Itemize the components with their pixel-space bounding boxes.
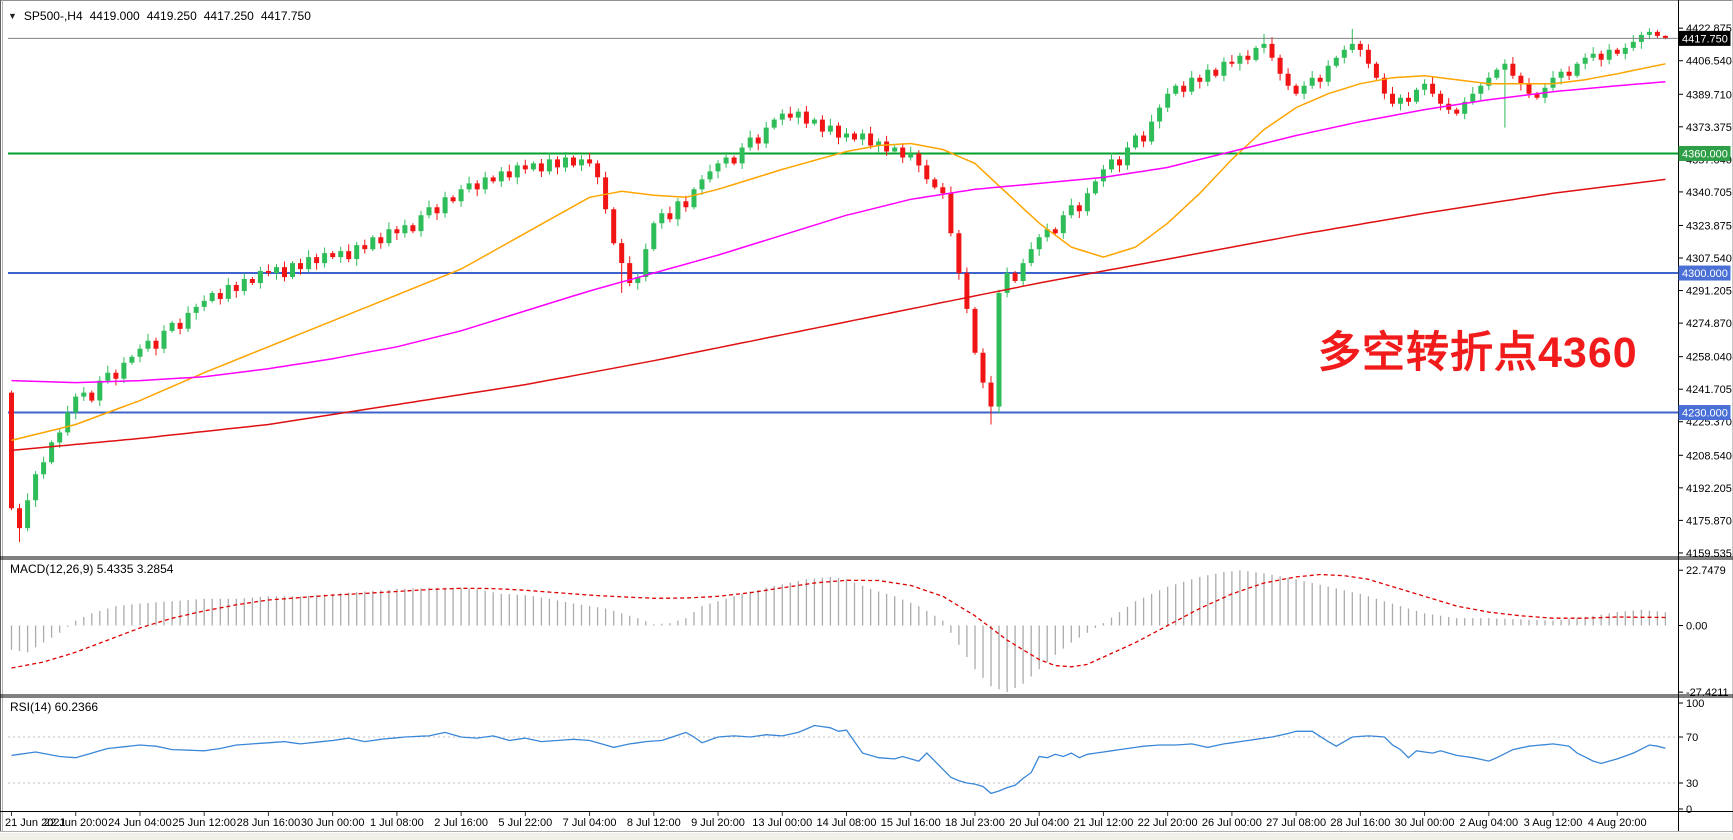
chart-annotation-text: 多空转折点4360 (1318, 329, 1638, 377)
price-axis-label: 4373.375 (1686, 122, 1732, 134)
ohlc-low: 4417.250 (203, 9, 254, 23)
price-axis-label: 4307.540 (1686, 253, 1732, 265)
price-axis-label: 4208.540 (1686, 450, 1732, 462)
time-axis-label: 3 Aug 12:00 (1524, 817, 1583, 829)
macd-histogram (10, 570, 1667, 693)
level-4300-badge (1678, 265, 1731, 281)
price-axis-label: 4323.875 (1686, 220, 1732, 232)
down-candle-wicks (11, 29, 1666, 543)
price-axis-label: 4274.870 (1686, 318, 1732, 330)
time-axis-label: 4 Aug 20:00 (1588, 817, 1647, 829)
time-axis-label: 21 Jul 12:00 (1073, 817, 1133, 829)
price-axis-label: 4340.705 (1686, 187, 1732, 199)
rsi-axis-label: 70 (1686, 732, 1698, 744)
rsi-axis-label: 30 (1686, 778, 1698, 790)
current-price-badge-label: 4417.750 (1682, 33, 1728, 45)
time-axis-label: 5 Jul 22:00 (498, 817, 552, 829)
symbol-period-label: SP500-,H4 (23, 9, 83, 23)
current-price-badge (1678, 30, 1731, 46)
price-axis-label: 4291.205 (1686, 286, 1732, 298)
time-axis-label: 27 Jul 08:00 (1266, 817, 1326, 829)
price-axis-label: 4389.710 (1686, 89, 1732, 101)
price-axis-label: 4175.870 (1686, 515, 1732, 527)
ma-slow-red (11, 178, 1666, 452)
window-bottom-strip (0, 833, 1733, 840)
rsi-line (11, 724, 1666, 795)
rsi-axis-label: 100 (1686, 698, 1704, 710)
rsi-axis-label: 0 (1686, 804, 1692, 816)
time-axis-label: 2 Jul 16:00 (434, 817, 488, 829)
symbol-dropdown-icon[interactable]: ▼ (8, 11, 17, 21)
time-axis-label: 25 Jun 12:00 (172, 817, 236, 829)
level-4360-badge (1678, 145, 1731, 161)
price-axis-label: 4258.040 (1686, 352, 1732, 364)
ohlc-close: 4417.750 (260, 9, 311, 23)
rsi-indicator-label: RSI(14) 60.2366 (10, 700, 99, 714)
time-axis-label: 9 Jul 20:00 (691, 817, 745, 829)
price-axis-label: 4406.540 (1686, 56, 1732, 68)
macd-axis-label: -27.4211 (1686, 687, 1729, 699)
time-axis-label: 30 Jun 00:00 (301, 817, 365, 829)
macd-axis-label: 0.00 (1686, 621, 1707, 633)
up-candle-wicks (27, 28, 1650, 532)
macd-indicator-label: MACD(12,26,9) 5.4335 3.2854 (10, 562, 174, 576)
up-candle-bodies (25, 31, 1652, 529)
level-4230-badge (1678, 405, 1731, 421)
ma-fast-orange (11, 63, 1666, 442)
time-axis-label: 8 Jul 12:00 (627, 817, 681, 829)
ma-mid-magenta (11, 80, 1666, 384)
down-candle-bodies (9, 31, 1668, 529)
price-axis-label: 4159.535 (1686, 548, 1732, 560)
time-axis-label: 7 Jul 04:00 (563, 817, 617, 829)
level-4300-badge-label: 4300.000 (1682, 268, 1728, 280)
time-axis-label: 15 Jul 16:00 (881, 817, 941, 829)
price-axis-label: 4192.205 (1686, 483, 1732, 495)
time-axis-label: 21 Jun 2021 (5, 817, 66, 829)
time-axis-label: 26 Jul 00:00 (1202, 817, 1262, 829)
time-axis-label: 28 Jun 16:00 (237, 817, 301, 829)
level-4360-badge-label: 4360.000 (1682, 148, 1728, 160)
symbol-bar: ▼ SP500-,H4 4419.000 4419.250 4417.250 4… (8, 9, 311, 23)
time-axis-label: 30 Jul 00:00 (1395, 817, 1455, 829)
time-axis-label: 2 Aug 04:00 (1459, 817, 1518, 829)
time-axis-label: 22 Jul 20:00 (1138, 817, 1198, 829)
macd-axis-label: 22.7479 (1686, 565, 1726, 577)
time-axis-label: 1 Jul 08:00 (370, 817, 424, 829)
time-axis-label: 22 Jun 20:00 (44, 817, 108, 829)
ohlc-high: 4419.250 (146, 9, 197, 23)
price-axis-label: 4241.705 (1686, 384, 1732, 396)
time-axis-label: 18 Jul 23:00 (945, 817, 1005, 829)
time-axis-label: 13 Jul 00:00 (752, 817, 812, 829)
time-axis-label: 20 Jul 04:00 (1009, 817, 1069, 829)
level-4230-badge-label: 4230.000 (1682, 408, 1728, 420)
time-axis-label: 28 Jul 16:00 (1330, 817, 1390, 829)
time-axis-label: 14 Jul 08:00 (817, 817, 877, 829)
time-axis-label: 24 Jun 04:00 (108, 817, 172, 829)
ohlc-open: 4419.000 (89, 9, 140, 23)
